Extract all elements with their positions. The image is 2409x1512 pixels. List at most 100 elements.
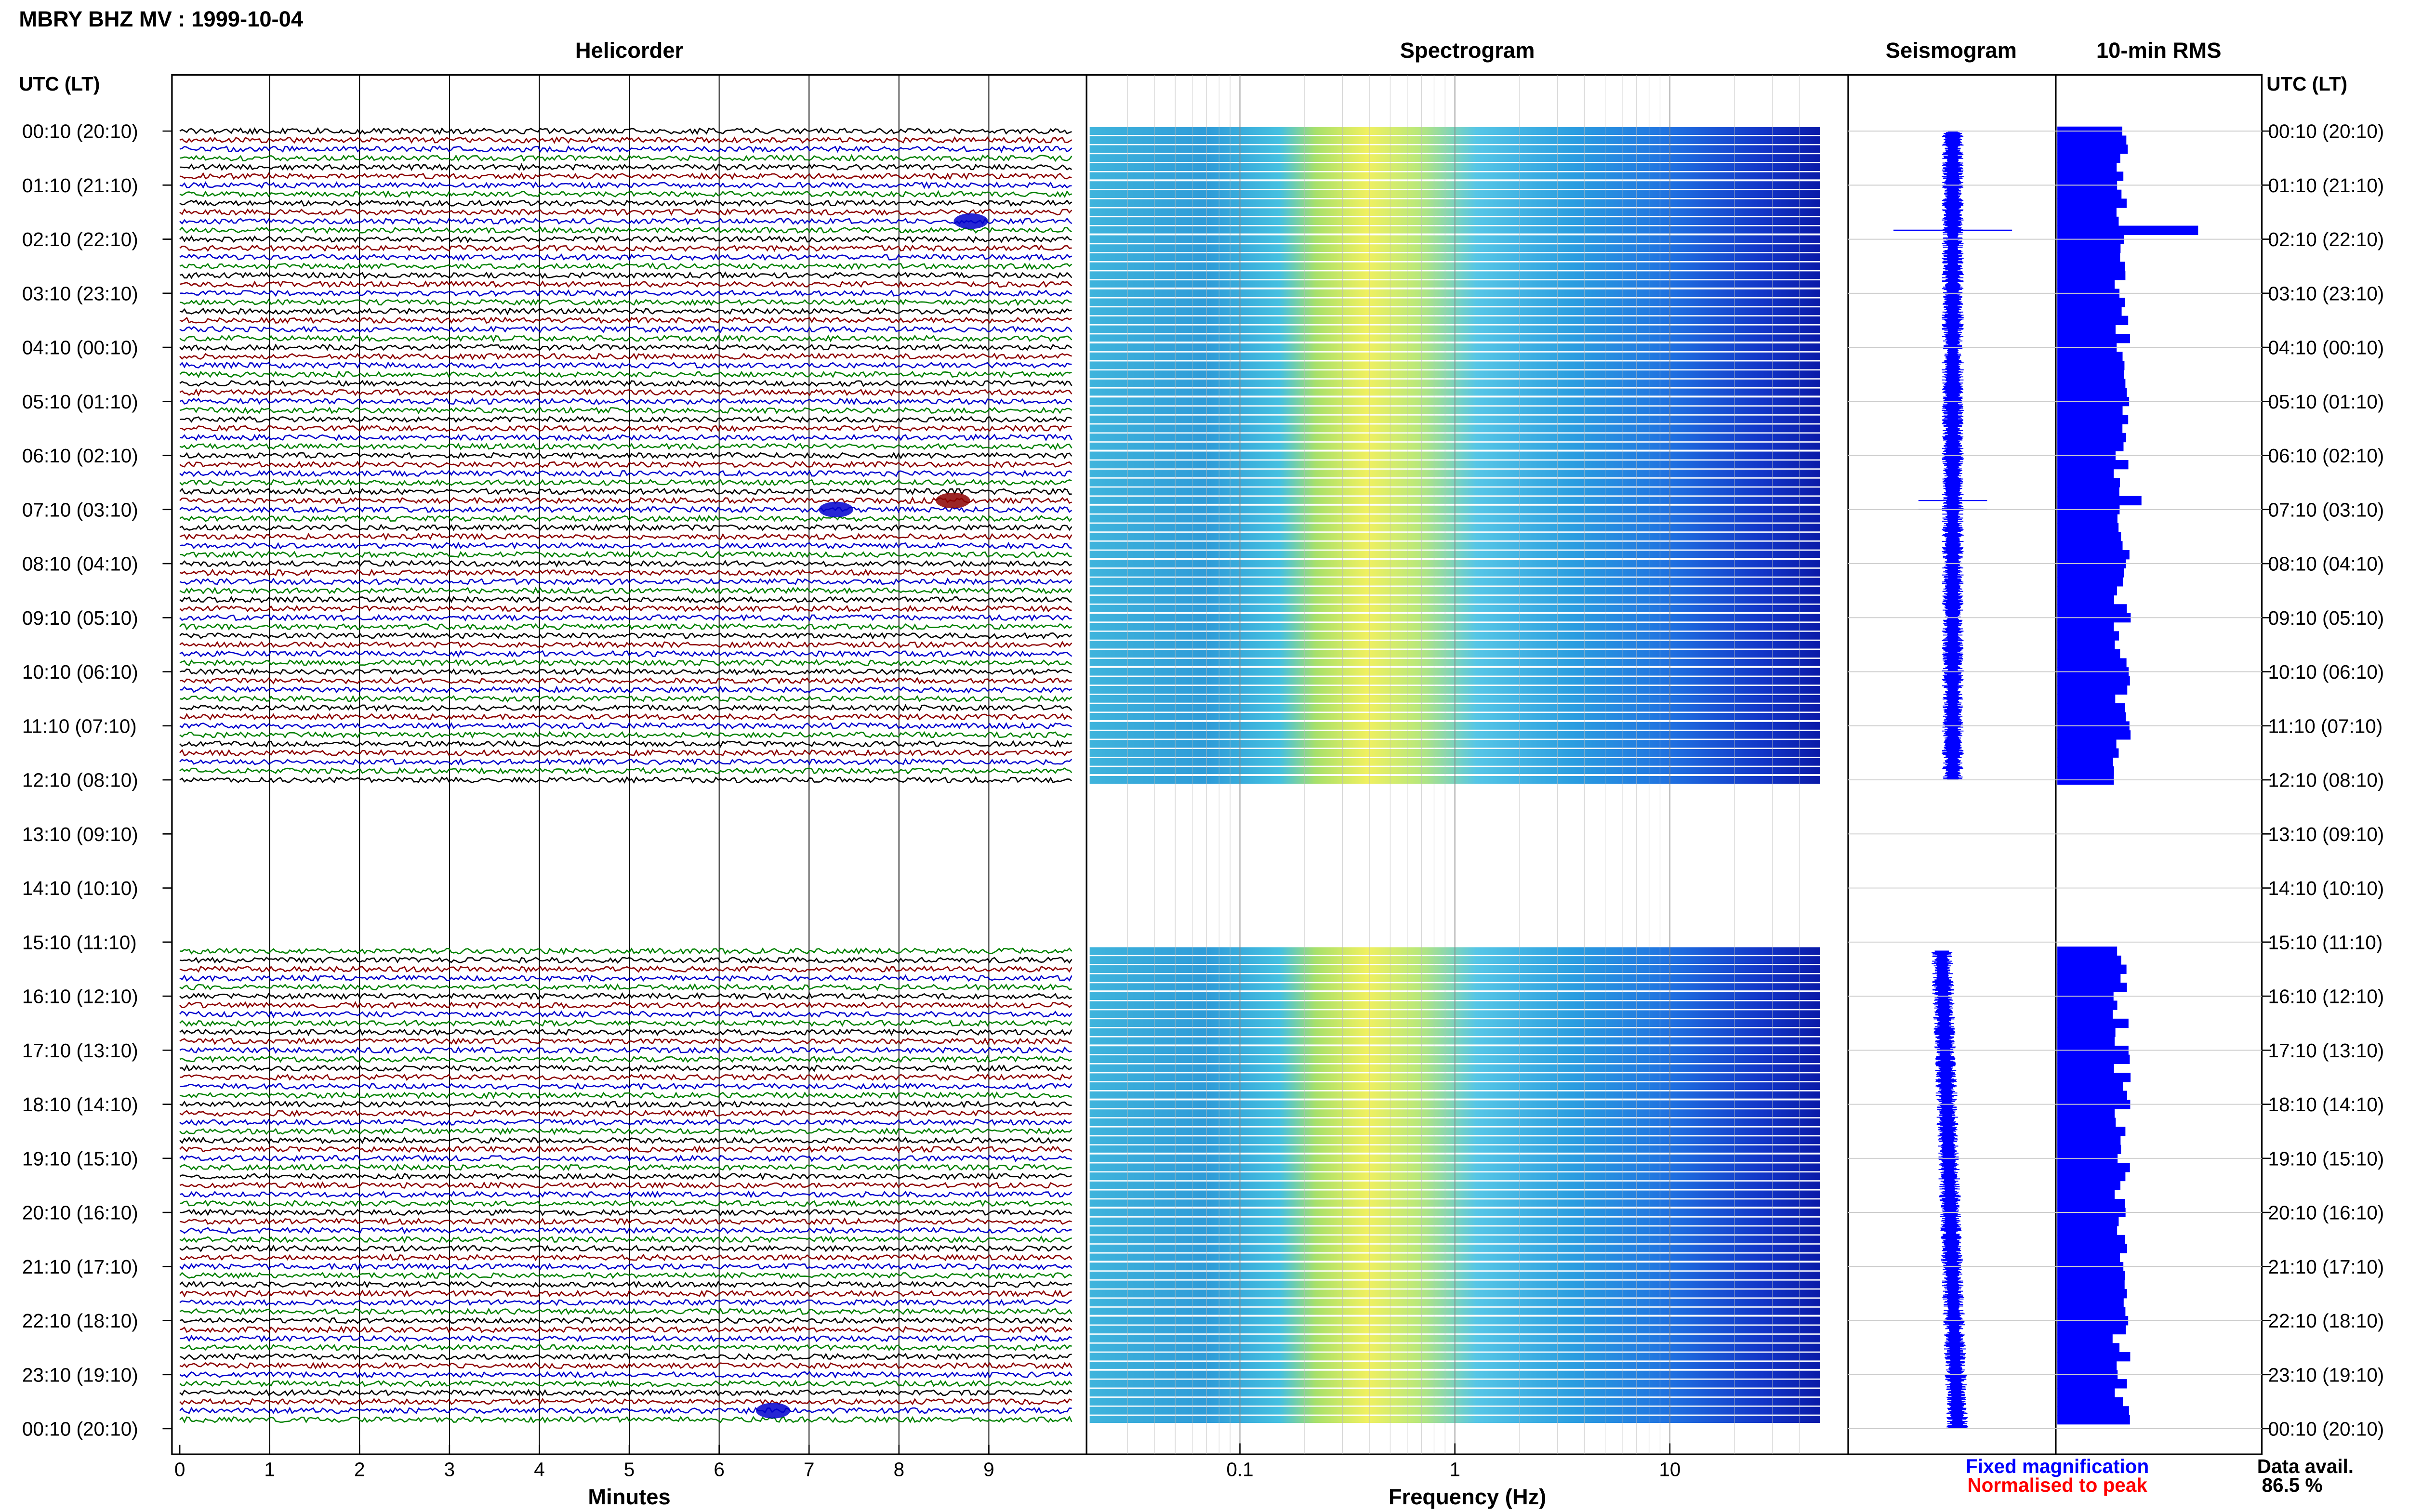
helicorder-trace [179,776,1072,784]
helicorder-trace [179,731,1072,739]
helicorder-trace [179,1145,1072,1154]
rms-bar [2057,703,2125,713]
rms-bar [2057,216,2119,226]
right-time-label: 09:10 (05:10) [2268,607,2384,629]
helicorder-trace [179,956,1072,964]
left-time-label: 00:10 (20:10) [22,120,138,143]
left-time-label: 23:10 (19:10) [22,1364,138,1386]
helicorder-trace [179,1326,1072,1334]
helicorder-trace [179,614,1072,622]
rms-bar [2057,153,2120,163]
helicorder-trace [179,1280,1072,1288]
helicorder-trace [179,595,1072,604]
helicorder-trace [179,478,1072,486]
left-time-label: 10:10 (06:10) [22,661,138,683]
rms-bar [2057,1289,2127,1299]
helicorder-xtick-label: 9 [983,1458,994,1480]
rms-title: 10-min RMS [2096,38,2222,63]
helicorder-title: Helicorder [575,38,683,63]
rms-bar [2057,1406,2129,1416]
helicorder-event-burst [819,501,853,518]
helicorder-trace [179,722,1072,730]
helicorder-trace [179,271,1072,279]
helicorder-trace [179,1370,1072,1379]
helicorder-trace [179,316,1072,324]
rms-bar [2057,460,2129,470]
right-time-label: 02:10 (22:10) [2268,228,2384,250]
helicorder-trace [179,1272,1072,1279]
helicorder-xtick-label: 1 [264,1458,275,1480]
helicorder-trace [179,1407,1072,1415]
rms-bar [2057,973,2121,983]
rms-bar [2057,1235,2126,1245]
rms-bar [2057,1171,2126,1182]
rms-bar [2057,388,2127,397]
helicorder-trace [179,1127,1072,1136]
rms-bar [2057,1054,2130,1064]
rms-bar [2057,964,2127,974]
helicorder-plot [179,75,1072,1455]
helicorder-trace [179,1190,1072,1198]
left-time-label: 12:10 (08:10) [22,769,138,791]
helicorder-trace [179,1181,1072,1189]
helicorder-trace [179,380,1072,387]
helicorder-xlabel: Minutes [588,1485,670,1509]
helicorder-trace [179,749,1072,757]
helicorder-trace [179,1091,1072,1100]
rms-plot [2057,126,2198,1425]
helicorder-trace [179,1416,1072,1424]
rms-bar [2057,982,2127,992]
helicorder-trace [179,505,1072,513]
helicorder-trace [179,695,1072,703]
helicorder-trace [179,1109,1072,1118]
left-time-label: 01:10 (21:10) [22,174,138,197]
rms-bar [2057,757,2113,767]
right-time-label: 13:10 (09:10) [2268,823,2384,845]
rms-bar [2057,1073,2131,1082]
helicorder-trace [179,469,1072,477]
helicorder-xtick-label: 8 [894,1458,905,1480]
helicorder-trace [179,1055,1072,1064]
helicorder-trace [179,208,1072,216]
rms-bar [2057,514,2118,524]
left-time-label: 09:10 (05:10) [22,607,138,629]
left-time-label: 16:10 (12:10) [22,986,138,1008]
helicorder-trace [179,127,1072,135]
helicorder-trace [179,541,1072,550]
right-axis-label: UTC (LT) [2266,73,2347,95]
helicorder-trace [179,1199,1072,1207]
right-time-label: 20:10 (16:10) [2268,1202,2384,1224]
spectrogram-xtick-label: 1 [1449,1458,1460,1480]
helicorder-event-burst [953,213,988,229]
helicorder-trace [179,1244,1072,1252]
figure-title: MBRY BHZ MV : 1999-10-04 [19,7,303,31]
helicorder-trace [179,361,1072,369]
rms-bar [2057,496,2142,506]
helicorder-trace [179,704,1072,712]
rms-bar [2057,1298,2124,1308]
right-time-label: 04:10 (00:10) [2268,337,2384,359]
helicorder-trace [179,1100,1072,1108]
helicorder-trace [179,145,1072,153]
right-time-label: 23:10 (19:10) [2268,1364,2384,1386]
helicorder-trace [179,190,1072,198]
helicorder-trace [180,424,1072,433]
helicorder-trace [179,1289,1072,1298]
helicorder-trace [179,587,1072,595]
helicorder-trace [179,172,1072,181]
data-avail-value: 86.5 % [2262,1474,2322,1496]
rms-bar [2057,352,2123,361]
helicorder-trace [179,1236,1072,1244]
helicorder-trace [179,226,1072,235]
rms-bar [2057,577,2123,587]
helicorder-event-burst [755,1403,791,1419]
rms-bar [2057,135,2127,145]
left-axis-label: UTC (LT) [19,73,100,95]
rms-bar [2057,306,2122,316]
rms-bar [2057,1379,2127,1389]
right-time-label: 10:10 (06:10) [2268,661,2384,683]
helicorder-trace [179,1010,1072,1018]
helicorder-trace [179,641,1072,649]
rms-bar [2057,271,2126,280]
helicorder-trace [179,1253,1072,1262]
